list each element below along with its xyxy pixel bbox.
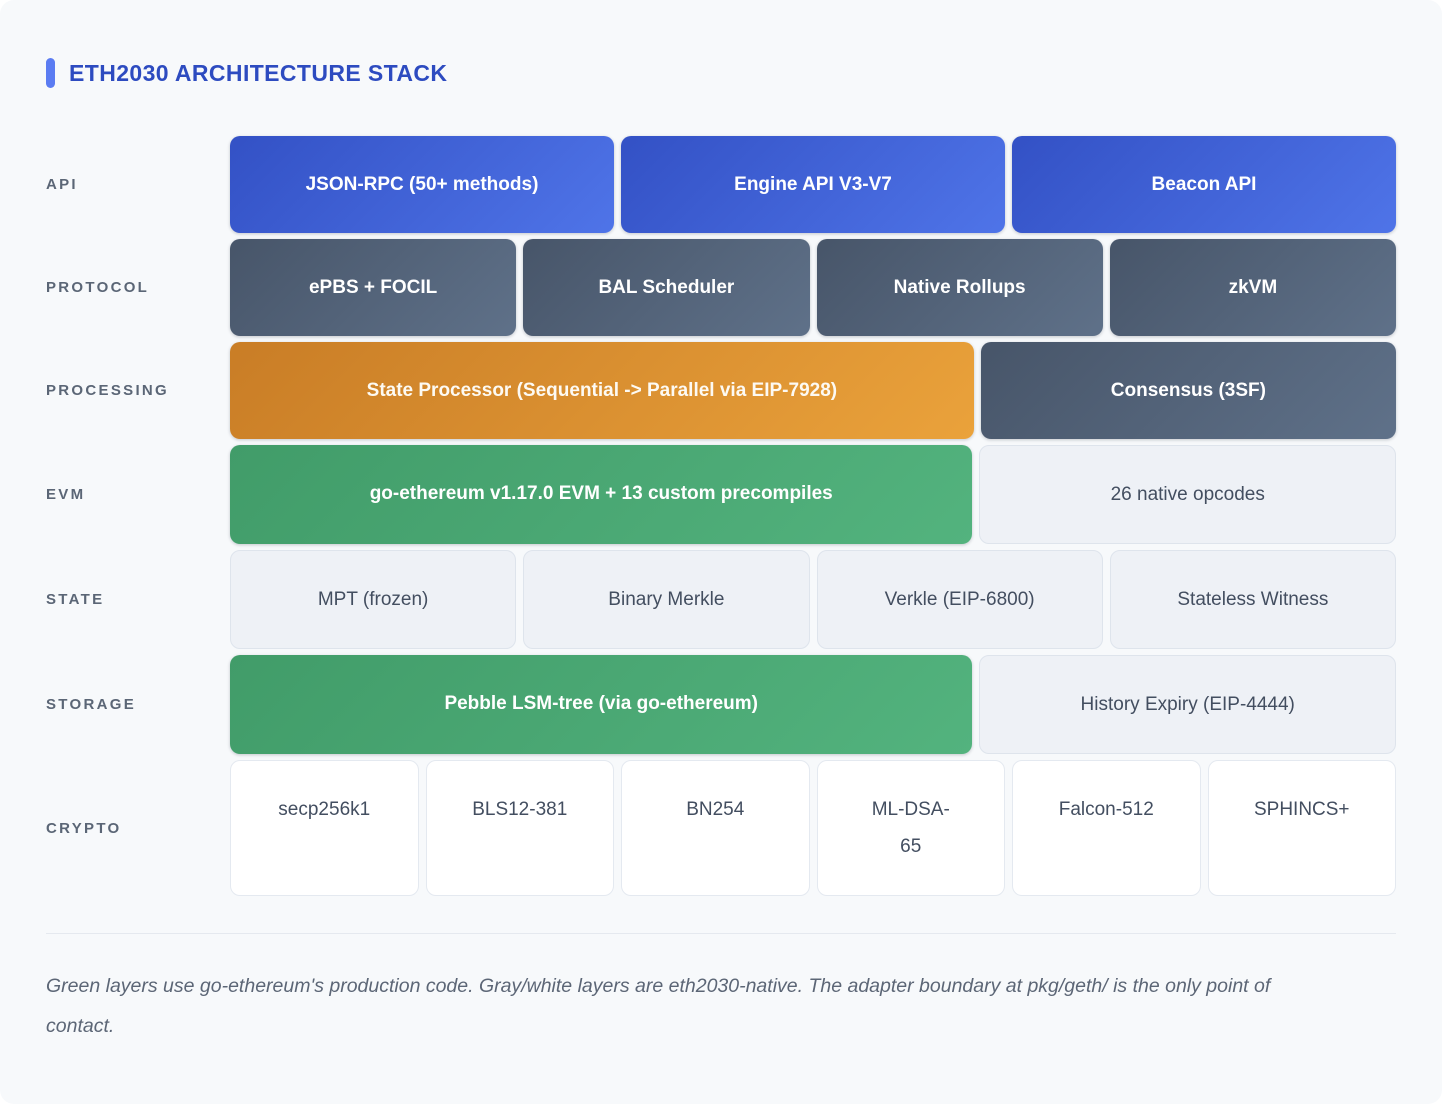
stack-block: Falcon-512 <box>1012 760 1201 896</box>
stack-block-label: SPHINCS+ <box>1253 799 1350 820</box>
row-label: PROCESSING <box>46 382 170 399</box>
stack-block-label: State Processor (Sequential -> Parallel … <box>366 380 838 401</box>
stack-block-label: JSON-RPC (50+ methods) <box>305 174 539 195</box>
stack-block: ML-DSA-65 <box>816 760 1005 896</box>
stack-block: go-ethereum v1.17.0 EVM + 13 custom prec… <box>230 445 973 544</box>
stack-block-label: ePBS + FOCIL <box>308 277 438 298</box>
stack-block: zkVM <box>1109 239 1396 336</box>
stack-block: Native Rollups <box>816 239 1103 336</box>
stack-grid: API JSON-RPC (50+ methods) Engine API V3-V… <box>46 136 1396 896</box>
stack-block: BLS12-381 <box>425 760 614 896</box>
row-blocks: MPT (frozen) Binary Merkle Verkle (EIP-680… <box>230 550 1396 649</box>
stack-block: ePBS + FOCIL <box>230 239 517 336</box>
stack-block: Binary Merkle <box>523 550 810 649</box>
row-label: API <box>46 176 78 193</box>
stack-block: Verkle (EIP-6800) <box>816 550 1103 649</box>
row-blocks: secp256k1 BLS12-381 BN254 ML-DSA-65 Falcon-5… <box>230 760 1396 896</box>
row-label: CRYPTO <box>46 819 122 837</box>
stack-block: Engine API V3-V7 <box>621 136 1005 233</box>
stack-row-crypto: CRYPTO secp256k1 BLS12-381 BN254 ML-DSA-65 Fa… <box>46 760 1396 896</box>
stack-block-label: Stateless Witness <box>1177 589 1329 610</box>
stack-block-label: Verkle (EIP-6800) <box>884 589 1035 610</box>
stack-block-label: go-ethereum v1.17.0 EVM + 13 custom prec… <box>369 483 833 504</box>
stack-block-label: Pebble LSM-tree (via go-ethereum) <box>444 693 758 714</box>
stack-row-storage: STORAGE Pebble LSM-tree (via go-ethereum)… <box>46 655 1396 754</box>
stack-block: SPHINCS+ <box>1207 760 1396 896</box>
row-blocks: ePBS + FOCIL BAL Scheduler Native Rollups z… <box>230 239 1396 336</box>
stack-block-label: zkVM <box>1228 277 1278 298</box>
stack-block-label: Binary Merkle <box>608 589 725 610</box>
row-label: PROTOCOL <box>46 279 150 296</box>
row-label: STATE <box>46 591 105 608</box>
row-blocks: State Processor (Sequential -> Parallel … <box>230 342 1396 439</box>
stack-block-label: BN254 <box>686 799 745 820</box>
stack-block-label: Engine API V3-V7 <box>734 174 892 195</box>
stack-block-label: BAL Scheduler <box>598 277 735 298</box>
stack-block-label: MPT (frozen) <box>317 589 429 610</box>
stack-block: History Expiry (EIP-4444) <box>979 655 1396 754</box>
stack-row-api: API JSON-RPC (50+ methods) Engine API V3-V… <box>46 136 1396 233</box>
stack-block-label: History Expiry (EIP-4444) <box>1080 694 1295 715</box>
stack-row-protocol: PROTOCOL ePBS + FOCIL BAL Scheduler Native … <box>46 239 1396 336</box>
stack-block: 26 native opcodes <box>979 445 1396 544</box>
stack-block: JSON-RPC (50+ methods) <box>230 136 614 233</box>
stack-block: Stateless Witness <box>1109 550 1396 649</box>
row-label: EVM <box>46 486 86 503</box>
stack-row-evm: EVM go-ethereum v1.17.0 EVM + 13 custom p… <box>46 445 1396 544</box>
stack-row-state: STATE MPT (frozen) Binary Merkle Verkle (EI… <box>46 550 1396 649</box>
stack-block: BN254 <box>621 760 810 896</box>
row-blocks: Pebble LSM-tree (via go-ethereum) History… <box>230 655 1396 754</box>
row-blocks: JSON-RPC (50+ methods) Engine API V3-V7 Be… <box>230 136 1396 233</box>
diagram-header: ETH2030 ARCHITECTURE STACK <box>46 58 1396 88</box>
stack-block: Pebble LSM-tree (via go-ethereum) <box>230 655 973 754</box>
stack-block-label: Native Rollups <box>893 277 1026 298</box>
footnote: Green layers use go-ethereum's productio… <box>46 975 1271 1037</box>
stack-block: State Processor (Sequential -> Parallel … <box>230 342 974 439</box>
stack-block-label: ML-DSA-65 <box>871 799 950 857</box>
stack-block-label: BLS12-381 <box>472 799 568 820</box>
stack-block-label: Beacon API <box>1151 174 1257 195</box>
row-blocks: go-ethereum v1.17.0 EVM + 13 custom prec… <box>230 445 1396 544</box>
page-title: ETH2030 ARCHITECTURE STACK <box>69 59 448 86</box>
stack-block-label: Consensus (3SF) <box>1110 380 1266 401</box>
stack-block: MPT (frozen) <box>230 550 517 649</box>
stack-block-label: 26 native opcodes <box>1110 484 1265 505</box>
stack-block: Consensus (3SF) <box>980 342 1396 439</box>
stack-block-label: secp256k1 <box>278 799 371 820</box>
title-accent-bar <box>46 58 55 88</box>
stack-block: Beacon API <box>1012 136 1396 233</box>
stack-block: secp256k1 <box>230 760 419 896</box>
footer-divider <box>46 933 1396 934</box>
stack-block: BAL Scheduler <box>523 239 810 336</box>
stack-row-processing: PROCESSING State Processor (Sequential ->… <box>46 342 1396 439</box>
row-label: STORAGE <box>46 696 137 713</box>
stack-block-label: Falcon-512 <box>1058 799 1154 820</box>
